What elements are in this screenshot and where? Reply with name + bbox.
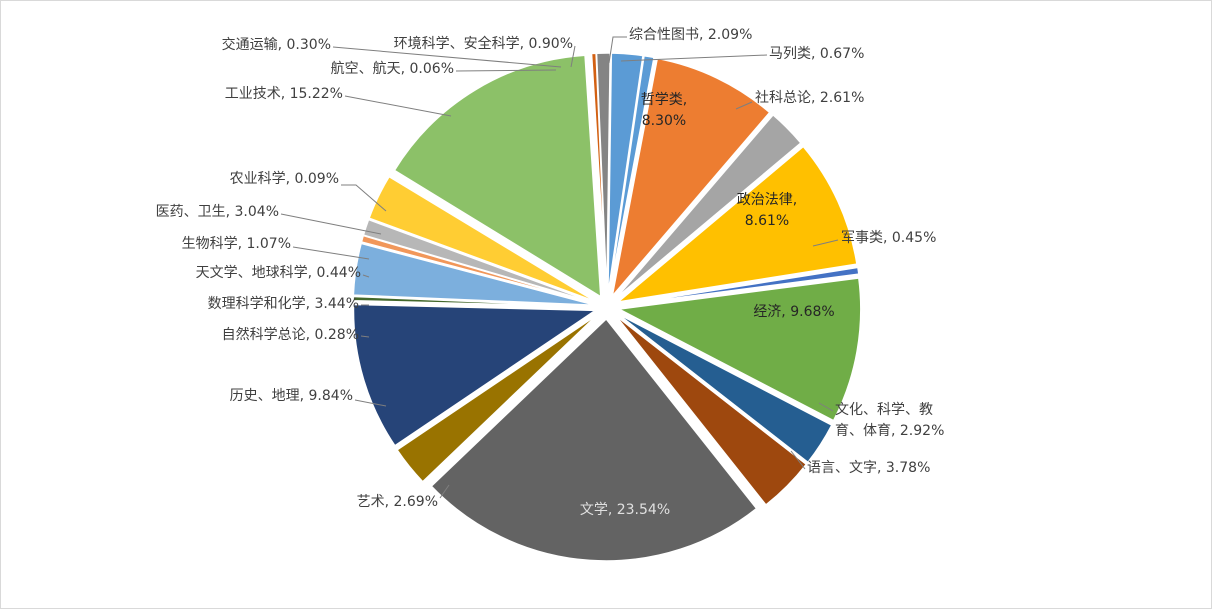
leader-line-自然科学总论	[360, 335, 370, 338]
pie-slice-数理科学和化学	[352, 242, 596, 306]
leader-line-历史-地理	[354, 399, 387, 407]
data-label-农业科学: 农业科学, 0.09%	[230, 171, 339, 187]
data-label-天文学-地球科学: 天文学、地球科学, 0.44%	[196, 265, 361, 281]
leader-line-艺术	[439, 484, 450, 499]
data-labels: 综合性图书, 2.09% 马列类, 0.67% 哲学类, 8.30% 社科总论, 2.6…	[156, 27, 945, 518]
data-label-语言-文字: 语言、文字, 3.78%	[807, 460, 930, 476]
data-label-工业技术: 工业技术, 15.22%	[225, 86, 343, 102]
data-label-社科总论: 社科总论, 2.61%	[755, 90, 864, 106]
data-label-生物科学: 生物科学, 1.07%	[182, 236, 291, 252]
pie-slice-经济	[616, 277, 862, 422]
data-label-经济: 经济, 9.68%	[753, 304, 834, 320]
pie-slice-生物科学	[362, 218, 596, 304]
pie-slice-医药-卫生	[368, 175, 597, 303]
leader-line-环境科学-安全科学	[570, 45, 576, 68]
leader-line-马列类	[620, 54, 768, 62]
leader-lines	[280, 36, 839, 499]
data-label-航空-航天: 航空、航天, 0.06%	[331, 61, 454, 77]
data-label-历史-地理: 历史、地理, 9.84%	[230, 388, 353, 404]
leader-line-社科总论	[735, 101, 753, 110]
leader-line-生物科学	[292, 246, 370, 260]
data-label-政治法律: 政治法律, 8.61%	[737, 192, 797, 229]
pie-slice-语言-文字	[614, 314, 808, 507]
data-label-文化-科学-教育-体育: 文化、科学、教育、体育, 2.92%	[835, 402, 944, 439]
leader-line-军事类	[812, 239, 839, 247]
pie-slice-文学	[430, 317, 758, 562]
pie-slice-政治法律	[615, 145, 858, 304]
pie-slice-艺术	[396, 313, 599, 483]
pie-slices	[352, 52, 862, 562]
pie-slice-历史-地理	[352, 303, 598, 447]
pie-slice-自然科学总论	[352, 295, 596, 308]
leader-line-综合性图书	[608, 36, 627, 64]
leader-line-天文学-地球科学	[362, 274, 370, 278]
leader-line-农业科学	[341, 184, 387, 212]
leader-line-交通运输	[332, 46, 562, 68]
pie-slice-工业技术	[393, 54, 602, 299]
leader-line-语言-文字	[790, 450, 806, 470]
data-label-马列类: 马列类, 0.67%	[769, 46, 864, 62]
data-label-环境科学-安全科学: 环境科学、安全科学, 0.90%	[394, 35, 573, 52]
pie-slice-综合性图书	[607, 52, 644, 296]
data-label-哲学类: 哲学类, 8.30%	[641, 92, 687, 129]
leader-line-文化-科学-教育-体育	[818, 402, 834, 412]
data-label-医药-卫生: 医药、卫生, 3.04%	[156, 204, 279, 220]
data-label-自然科学总论: 自然科学总论, 0.28%	[222, 326, 359, 343]
leader-line-工业技术	[344, 95, 452, 117]
data-label-交通运输: 交通运输, 0.30%	[222, 36, 331, 53]
leader-line-航空-航天	[455, 69, 557, 72]
data-label-军事类: 军事类, 0.45%	[841, 230, 936, 246]
pie-slice-马列类	[608, 54, 655, 296]
data-label-文学: 文学, 23.54%	[580, 502, 670, 518]
pie-slice-军事类	[618, 266, 860, 307]
pie-slice-农业科学	[388, 173, 598, 302]
pie-slice-文化-科学-教育-体育	[616, 312, 833, 464]
leader-line-医药-卫生	[280, 213, 382, 235]
data-label-综合性图书: 综合性图书, 2.09%	[629, 27, 752, 43]
data-label-艺术: 艺术, 2.69%	[357, 494, 438, 510]
data-label-数理科学和化学: 数理科学和化学, 3.44%	[208, 296, 359, 312]
pie-slice-社科总论	[614, 113, 802, 300]
